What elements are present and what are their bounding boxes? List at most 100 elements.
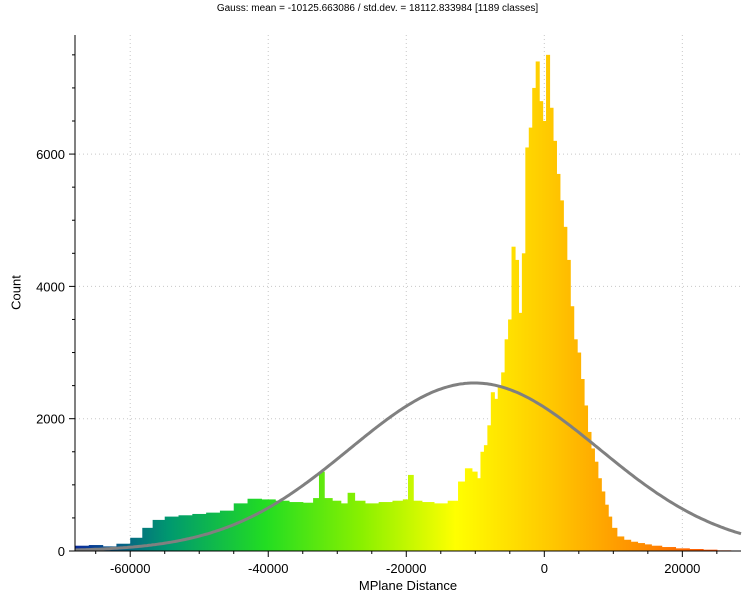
y-tick-label: 0 bbox=[58, 544, 65, 559]
histogram-bar bbox=[219, 510, 235, 551]
y-tick-label: 6000 bbox=[36, 147, 65, 162]
x-axis-label: MPlane Distance bbox=[358, 578, 458, 593]
histogram-bar bbox=[703, 549, 718, 551]
histogram-bar bbox=[661, 547, 677, 551]
x-tick-label: -40000 bbox=[248, 561, 288, 576]
histogram-bar bbox=[164, 516, 180, 551]
histogram-bar bbox=[549, 107, 554, 552]
histogram-bar bbox=[532, 87, 537, 551]
histogram-bar bbox=[313, 498, 320, 551]
histogram-bar bbox=[587, 431, 592, 551]
histogram-bar bbox=[152, 519, 166, 551]
histogram-bar bbox=[494, 398, 499, 551]
chart-title: Gauss: mean = -10125.663086 / std.dev. =… bbox=[216, 3, 539, 14]
histogram-bar bbox=[552, 140, 557, 551]
histogram-bar bbox=[608, 516, 613, 551]
histogram-bar bbox=[539, 101, 544, 552]
histogram-bar bbox=[332, 500, 342, 551]
histogram-bar bbox=[275, 500, 290, 551]
histogram-bar bbox=[511, 246, 516, 551]
x-tick-label: 20000 bbox=[664, 561, 700, 576]
histogram-bar bbox=[675, 548, 690, 551]
histogram-bar bbox=[580, 379, 585, 551]
histogram-bar bbox=[447, 500, 459, 551]
histogram-bar bbox=[501, 372, 506, 551]
histogram-bar bbox=[528, 127, 533, 551]
histogram-bar bbox=[261, 499, 276, 551]
grid-lines bbox=[75, 35, 741, 551]
histogram-bar bbox=[302, 502, 314, 551]
histogram-bar bbox=[601, 491, 606, 551]
histogram-bar bbox=[318, 471, 325, 551]
histogram-bar bbox=[611, 527, 618, 551]
histogram-bar bbox=[497, 385, 502, 551]
histogram-bar bbox=[521, 253, 526, 552]
histogram-bar bbox=[535, 61, 540, 551]
histogram-bar bbox=[556, 173, 561, 551]
histogram-bar bbox=[559, 200, 564, 551]
histogram-bar bbox=[514, 259, 520, 551]
histogram-bar bbox=[546, 54, 551, 551]
histogram-bar bbox=[630, 541, 639, 551]
histogram-bar bbox=[458, 481, 466, 551]
histogram-bar bbox=[288, 502, 304, 551]
histogram-bar bbox=[340, 503, 349, 551]
histogram-bar bbox=[178, 515, 193, 551]
histogram-bar bbox=[364, 503, 380, 551]
histogram-bar bbox=[542, 121, 547, 551]
y-axis-label: Count bbox=[8, 275, 24, 310]
histogram-bar bbox=[644, 544, 652, 551]
x-axis-ticks: -60000 -40000 -20000 0 20000 bbox=[95, 551, 718, 576]
histogram-bar bbox=[563, 226, 568, 551]
histogram-bars bbox=[75, 54, 732, 552]
histogram-bar bbox=[604, 504, 609, 551]
histogram-bar bbox=[594, 461, 599, 551]
histogram-bar bbox=[192, 513, 207, 551]
histogram-bar bbox=[433, 503, 449, 551]
y-tick-label: 2000 bbox=[36, 412, 65, 427]
histogram-bar bbox=[324, 498, 333, 551]
histogram-bar bbox=[233, 503, 249, 551]
histogram-bar bbox=[347, 492, 356, 551]
histogram-bar bbox=[616, 536, 625, 551]
histogram-bar bbox=[402, 499, 409, 551]
histogram-bar bbox=[477, 478, 482, 551]
y-tick-label: 4000 bbox=[36, 279, 65, 294]
histogram-bar bbox=[464, 468, 473, 551]
histogram-bar bbox=[378, 502, 394, 551]
histogram-bar bbox=[421, 502, 435, 551]
histogram-bar bbox=[597, 478, 602, 551]
histogram-bar bbox=[566, 259, 571, 551]
histogram-bar bbox=[583, 405, 589, 551]
histogram-bar bbox=[518, 312, 523, 551]
histogram-bar bbox=[130, 537, 143, 551]
histogram-bar bbox=[508, 319, 513, 551]
histogram-bar bbox=[413, 500, 423, 551]
histogram-bar bbox=[408, 474, 414, 551]
gauss-curve bbox=[74, 381, 742, 552]
histogram-bar bbox=[623, 539, 632, 551]
histogram-bar bbox=[590, 448, 595, 551]
histogram-bar bbox=[480, 451, 485, 551]
histogram-bar bbox=[651, 545, 663, 551]
x-tick-label: -60000 bbox=[110, 561, 150, 576]
histogram-bar bbox=[573, 339, 578, 551]
histogram-bar bbox=[354, 500, 366, 551]
histogram-bar bbox=[525, 147, 530, 551]
histogram-bar bbox=[487, 425, 492, 551]
histogram-bar bbox=[504, 339, 509, 551]
y-axis-ticks: 0 2000 4000 6000 bbox=[36, 54, 75, 559]
histogram-bar bbox=[483, 445, 488, 551]
histogram-bar bbox=[577, 352, 582, 551]
histogram-bar bbox=[392, 500, 404, 551]
histogram-bar bbox=[471, 471, 478, 551]
histogram-bar bbox=[689, 549, 704, 551]
x-tick-label: 0 bbox=[541, 561, 548, 576]
histogram-bar bbox=[247, 498, 262, 551]
histogram-bar bbox=[637, 543, 645, 551]
histogram-bar bbox=[142, 527, 154, 551]
gauss-curve-layer bbox=[74, 381, 742, 552]
axes bbox=[74, 35, 741, 552]
